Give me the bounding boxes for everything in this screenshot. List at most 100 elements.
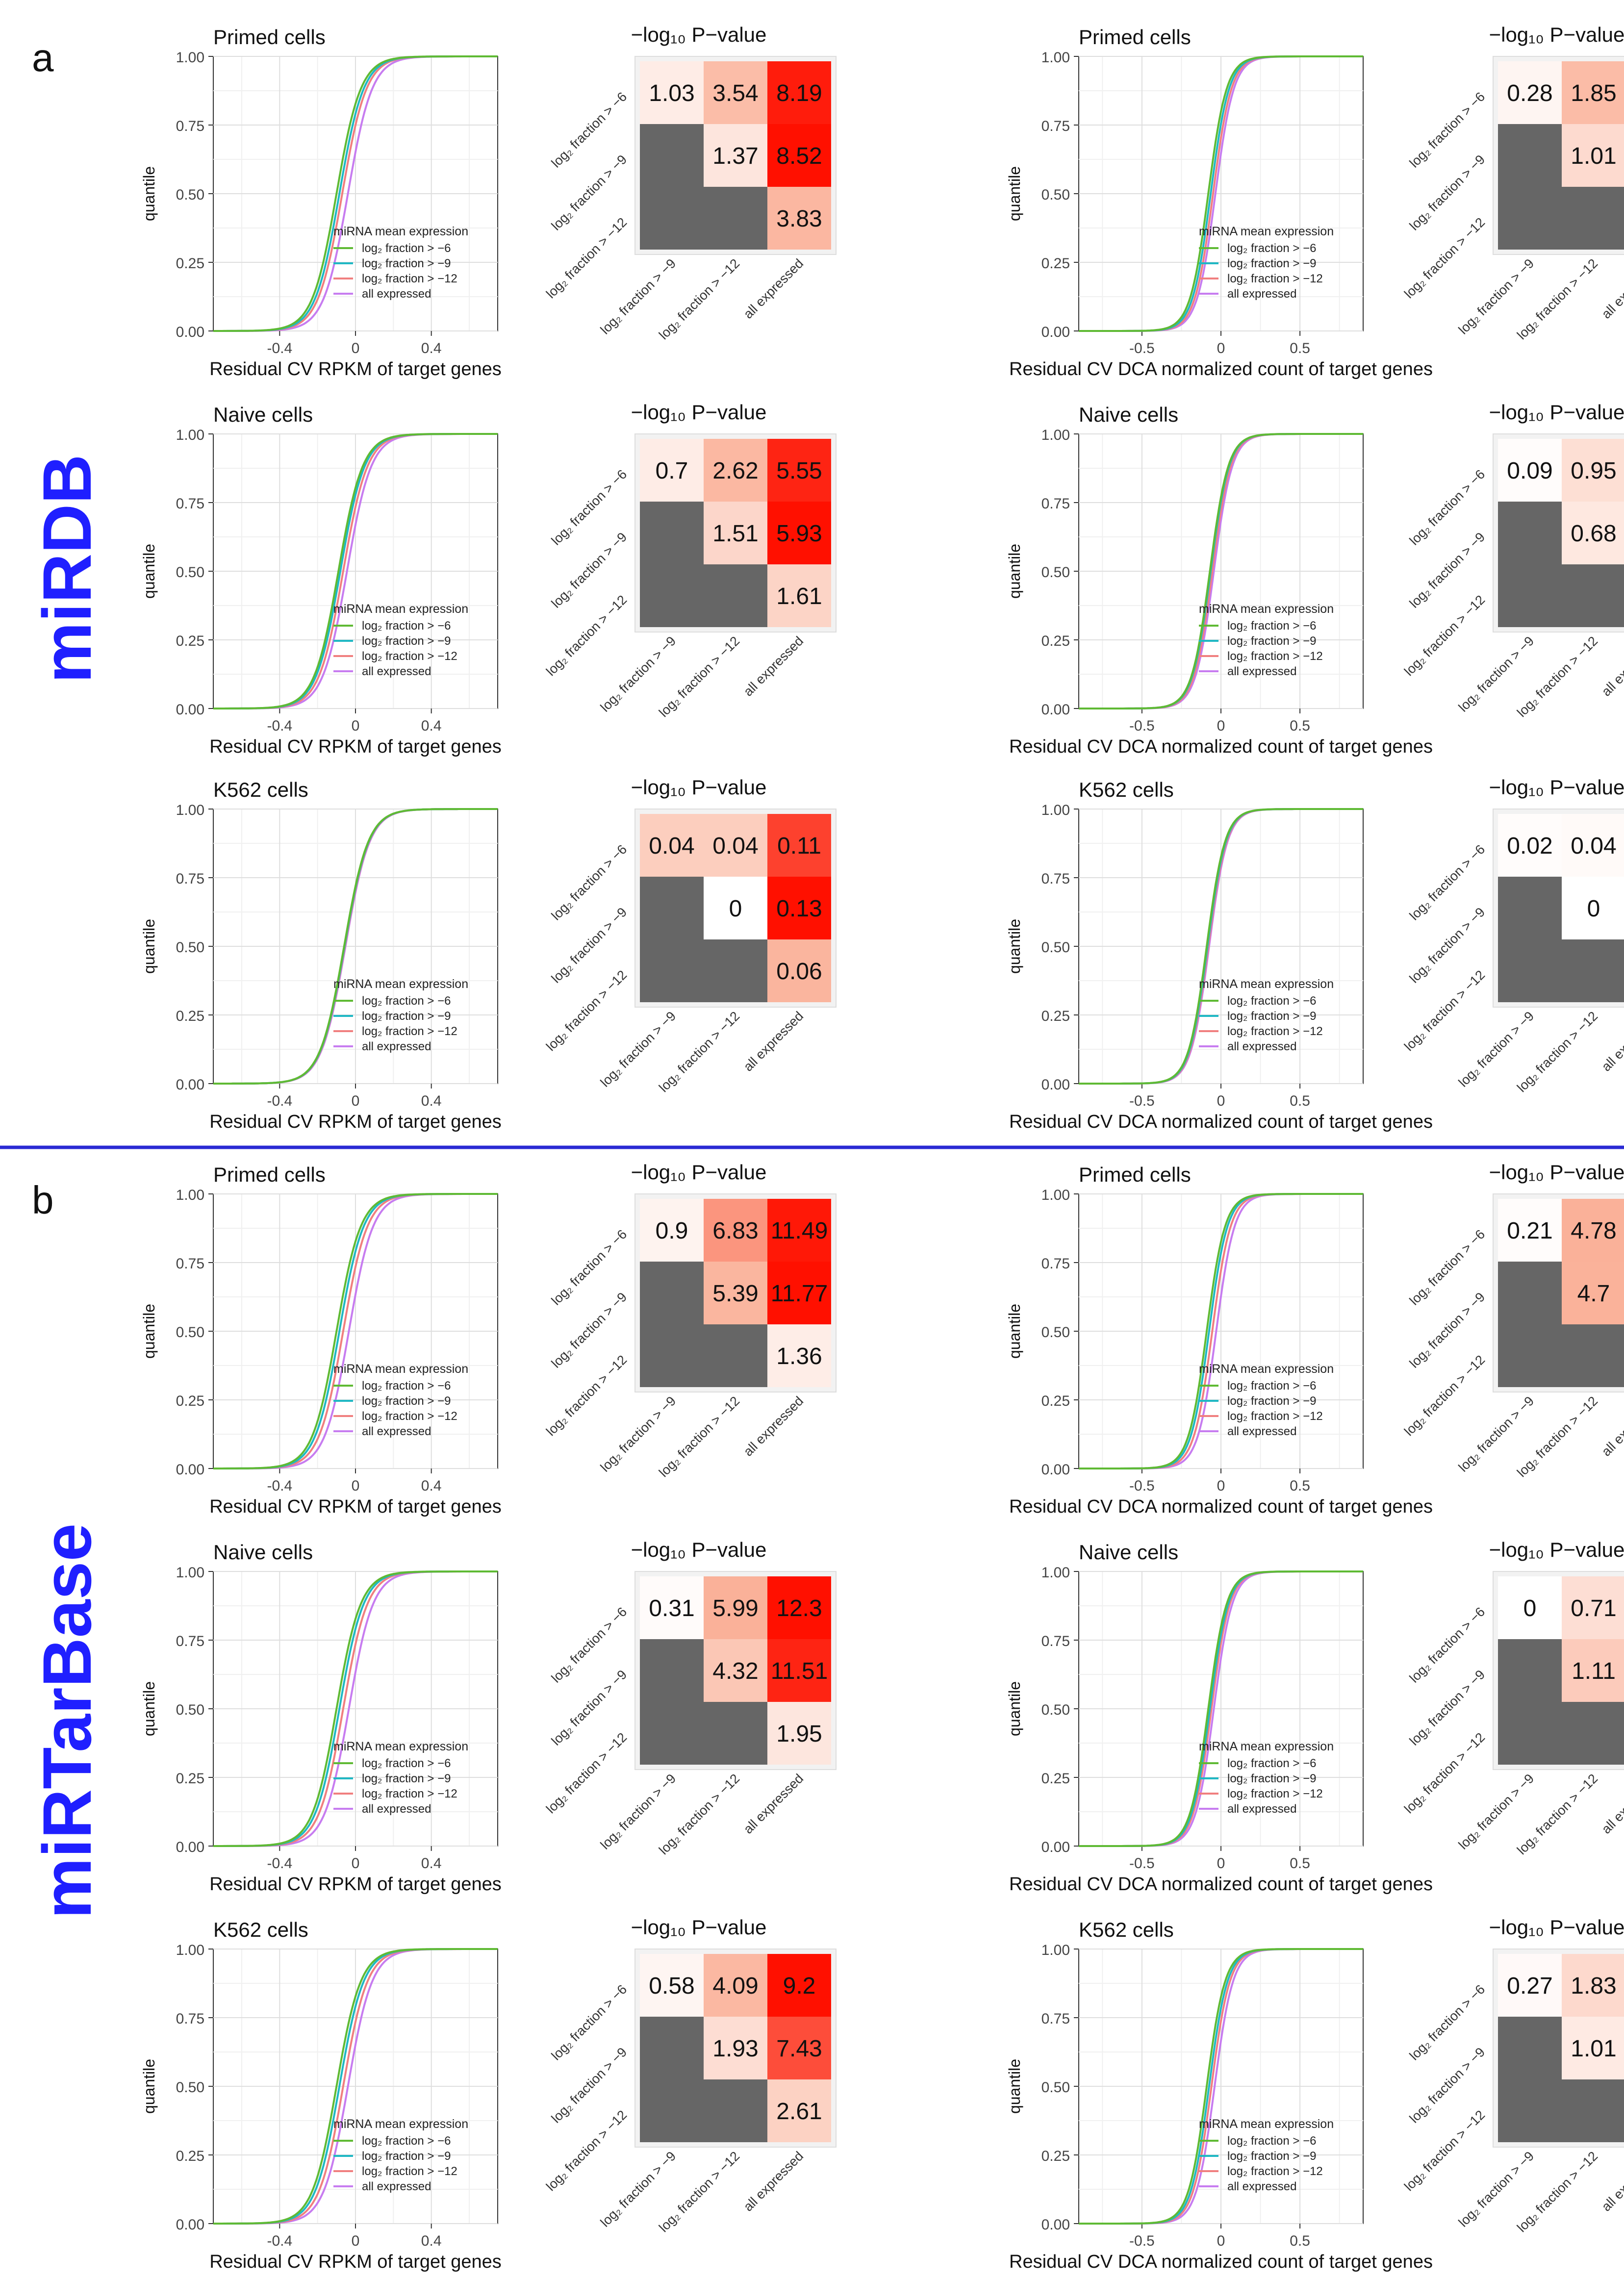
heatmap-value: 8.19 (776, 80, 822, 106)
cdf-chart-10: K562 cells 0.00 0.25 0.50 0.75 1.00 -0.5 0 0.5 Re… (1006, 778, 1433, 1132)
x-tick-label: -0.5 (1129, 340, 1155, 356)
y-tick-label: 0.75 (1041, 2011, 1070, 2027)
x-tick-label: -0.4 (267, 1093, 292, 1109)
heatmap-value: 1.36 (776, 1343, 822, 1369)
legend-entry-1: log₂ fraction > −6 (1227, 242, 1316, 255)
heatmap-cell (704, 1576, 767, 1639)
x-tick-label: 0 (1217, 2233, 1225, 2249)
y-axis-label: quantile (140, 544, 158, 599)
heatmap-value: 12.3 (776, 1595, 822, 1621)
y-tick-label: 0.50 (176, 939, 204, 956)
y-axis-label: quantile (1006, 1304, 1023, 1359)
heatmap-col-label: all expressed (1599, 256, 1624, 322)
x-tick-label: 0.5 (1290, 1855, 1310, 1872)
heatmap-cell (640, 61, 704, 124)
y-tick-label: 0.75 (176, 1633, 204, 1649)
cdf-line-series-1 (1079, 1193, 1363, 1469)
chart-title: Primed cells (213, 25, 326, 49)
legend-entry-1: log₂ fraction > −6 (362, 2134, 451, 2148)
x-tick-label: 0 (1217, 718, 1225, 734)
heatmap-value: 0.02 (1507, 833, 1552, 859)
heatmap-cell-empty (1498, 564, 1562, 627)
heatmap-cell (767, 439, 831, 502)
heatmap-value: 11.49 (771, 1218, 828, 1244)
heatmap-cell (767, 1702, 831, 1765)
heatmap-cell (704, 1639, 767, 1702)
y-tick-label: 0.75 (1041, 871, 1070, 887)
heatmap-cell (767, 1639, 831, 1702)
y-tick-label: 0.25 (1041, 1393, 1070, 1409)
heatmap-cell (767, 1576, 831, 1639)
x-tick-label: 0.4 (421, 1855, 442, 1872)
chart-title: Naive cells (213, 1541, 313, 1564)
x-tick-label: 0 (1217, 1093, 1225, 1109)
y-tick-label: 1.00 (176, 427, 204, 443)
heatmap-title: −log₁₀ P−value (631, 23, 767, 46)
x-tick-label: 0.5 (1290, 2233, 1310, 2249)
heatmap-cell (767, 877, 831, 939)
heatmap-value: 1.37 (712, 143, 758, 169)
x-axis-label: Residual CV DCA normalized count of targ… (1009, 359, 1433, 380)
y-tick-label: 0.00 (176, 2217, 204, 2233)
heatmap-cell-empty (640, 2017, 704, 2079)
x-tick-label: -0.4 (267, 2233, 292, 2249)
heatmap-col-label: all expressed (741, 2149, 807, 2214)
heatmap-11: −log₁₀ P−value0.020.040.4700.911.18log₂ … (1401, 776, 1624, 1095)
legend-title: miRNA mean expression (333, 225, 468, 238)
heatmap-value: 3.54 (712, 80, 758, 106)
heatmap-cell-empty (704, 1702, 767, 1765)
heatmap-cell-empty (1562, 187, 1624, 250)
heatmap-cell-empty (704, 187, 767, 250)
heatmap-col-label: all expressed (1599, 1009, 1624, 1074)
legend-entry-4: all expressed (1227, 287, 1296, 301)
legend-entry-4: all expressed (362, 1040, 431, 1053)
legend-entry-3: log₂ fraction > −12 (1227, 272, 1323, 285)
y-tick-label: 0.25 (176, 633, 204, 649)
cdf-line-series-1 (213, 55, 498, 332)
y-tick-label: 0.50 (1041, 1702, 1070, 1718)
heatmap-value: 11.77 (771, 1281, 828, 1307)
heatmap-cell (704, 877, 767, 939)
y-tick-label: 0.50 (176, 1702, 204, 1718)
legend-entry-3: log₂ fraction > −12 (362, 1787, 457, 1800)
legend-entry-2: log₂ fraction > −9 (362, 2150, 451, 2163)
y-tick-label: 0.25 (1041, 1008, 1070, 1024)
x-tick-label: 0 (352, 1478, 360, 1494)
y-axis-label: quantile (1006, 544, 1023, 599)
cdf-line-series-1 (213, 433, 498, 709)
y-tick-label: 0.50 (1041, 564, 1070, 581)
heatmap-col-label: all expressed (741, 1009, 807, 1074)
heatmap-cell (1562, 439, 1624, 502)
heatmap-value: 4.7 (1577, 1281, 1610, 1307)
heatmap-cell-empty (640, 1262, 704, 1324)
legend-entry-3: log₂ fraction > −12 (362, 2165, 457, 2178)
heatmap-cell (1562, 61, 1624, 124)
heatmap-cell-empty (640, 939, 704, 1002)
x-tick-label: 0.5 (1290, 718, 1310, 734)
cdf-line-series-1 (1079, 55, 1363, 332)
x-tick-label: 0.4 (421, 718, 442, 734)
heatmap-value: 1.61 (776, 583, 822, 609)
y-axis-label: quantile (140, 919, 158, 974)
legend-title: miRNA mean expression (333, 602, 468, 616)
heatmap-19: −log₁₀ P−value00.712.581.113.440.75log₂ … (1401, 1538, 1624, 1857)
heatmap-cell (767, 124, 831, 187)
legend-entry-3: log₂ fraction > −12 (1227, 1787, 1323, 1800)
heatmap-cell (767, 61, 831, 124)
legend-entry-3: log₂ fraction > −12 (362, 1410, 457, 1423)
y-tick-label: 0.50 (1041, 939, 1070, 956)
y-tick-label: 1.00 (1041, 1942, 1070, 1958)
heatmap-cell (640, 1954, 704, 2017)
x-tick-label: -0.5 (1129, 1093, 1155, 1109)
heatmap-title: −log₁₀ P−value (1489, 1916, 1624, 1939)
legend-title: miRNA mean expression (333, 1740, 468, 1753)
heatmap-value: 8.52 (776, 143, 822, 169)
y-tick-label: 0.00 (1041, 1077, 1070, 1093)
heatmap-value: 0.27 (1507, 1973, 1552, 1999)
y-tick-label: 0.00 (1041, 1462, 1070, 1478)
heatmap-value: 0.68 (1571, 521, 1616, 547)
